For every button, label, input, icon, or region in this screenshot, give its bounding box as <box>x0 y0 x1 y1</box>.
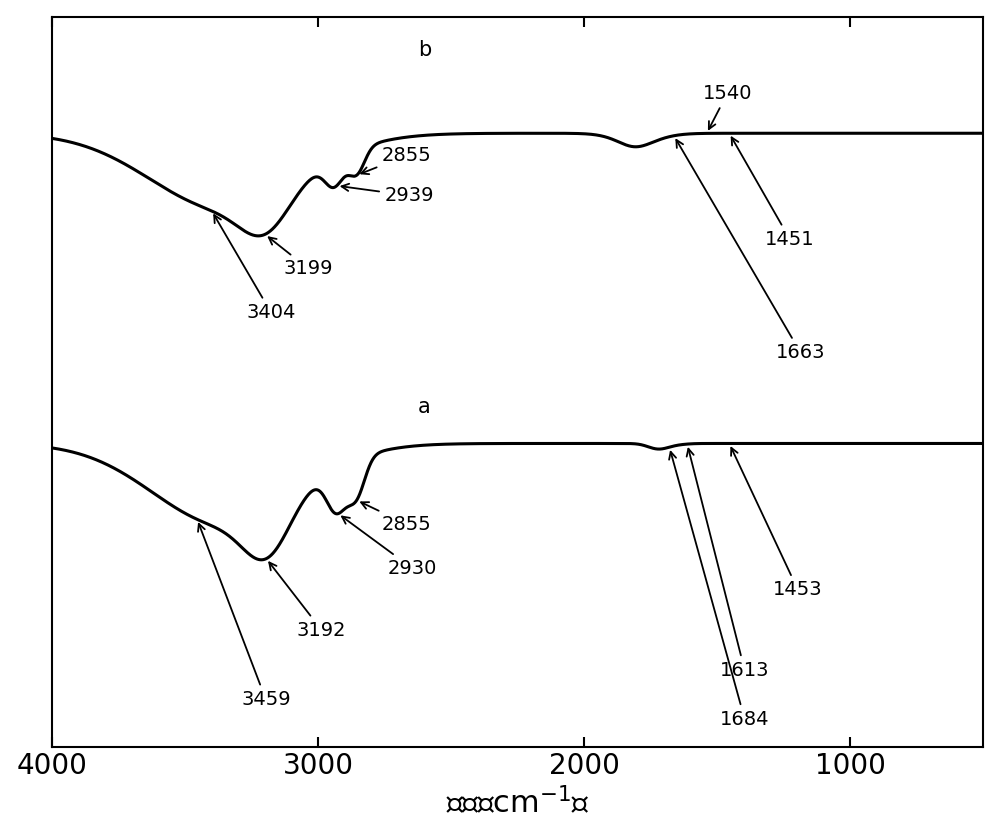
Text: a: a <box>418 397 431 418</box>
Text: 3459: 3459 <box>198 524 291 709</box>
Text: 2930: 2930 <box>342 517 437 578</box>
Text: 1453: 1453 <box>731 448 823 600</box>
Text: 1663: 1663 <box>676 140 825 362</box>
Text: 2855: 2855 <box>361 502 432 534</box>
Text: 2939: 2939 <box>342 184 434 205</box>
X-axis label: 波数（cm$^{-1}$）: 波数（cm$^{-1}$） <box>446 786 589 818</box>
Text: 3199: 3199 <box>269 237 333 278</box>
Text: 3192: 3192 <box>269 563 346 640</box>
Text: 1613: 1613 <box>687 448 769 680</box>
Text: 1540: 1540 <box>703 84 752 129</box>
Text: 1684: 1684 <box>669 452 769 729</box>
Text: 2855: 2855 <box>361 146 432 175</box>
Text: 3404: 3404 <box>214 215 296 322</box>
Text: b: b <box>418 39 431 59</box>
Text: 1451: 1451 <box>732 138 815 249</box>
